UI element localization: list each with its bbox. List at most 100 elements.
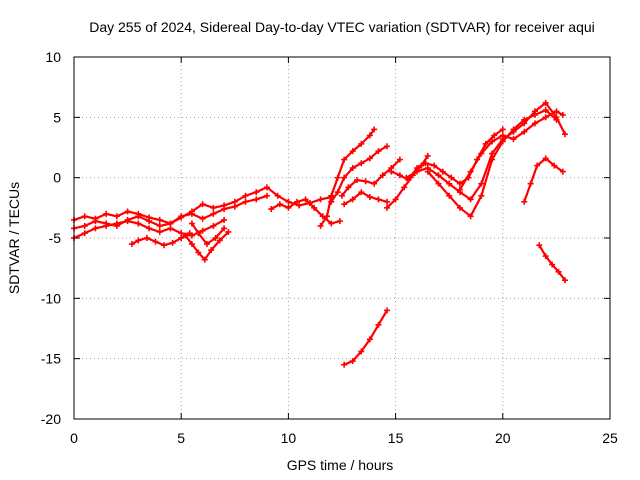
data-point xyxy=(143,235,150,241)
data-point xyxy=(263,192,270,199)
data-point xyxy=(336,218,343,225)
data-point xyxy=(414,168,421,175)
series-arc-9 xyxy=(328,143,391,205)
series-line xyxy=(330,145,389,203)
data-point xyxy=(210,204,217,211)
data-point xyxy=(371,180,378,187)
data-point xyxy=(358,348,365,355)
x-axis-label: GPS time / hours xyxy=(287,457,394,473)
data-point xyxy=(478,180,485,187)
data-point xyxy=(439,168,446,175)
y-tick-label: 0 xyxy=(53,170,61,186)
data-point xyxy=(195,230,202,237)
data-point xyxy=(403,174,410,181)
y-axis-label: SDTVAR / TECUs xyxy=(6,182,22,294)
series-arc-8 xyxy=(317,126,378,229)
data-point xyxy=(384,204,391,211)
data-point xyxy=(435,180,442,187)
series-line xyxy=(458,110,564,191)
data-point xyxy=(542,114,549,121)
data-point xyxy=(358,160,365,167)
data-point xyxy=(534,162,541,169)
data-point xyxy=(317,222,324,229)
data-point xyxy=(276,201,283,208)
data-point xyxy=(341,156,348,163)
data-point xyxy=(203,241,210,248)
data-point xyxy=(182,232,189,239)
plot-data xyxy=(71,99,568,368)
data-point xyxy=(167,225,174,232)
data-point xyxy=(311,204,318,211)
data-point xyxy=(349,196,356,203)
x-tick-label: 20 xyxy=(495,430,511,446)
data-point xyxy=(499,132,506,139)
data-point xyxy=(384,198,391,205)
data-point xyxy=(555,268,562,275)
data-point xyxy=(345,184,352,191)
data-point xyxy=(482,140,489,147)
data-point xyxy=(81,230,88,237)
data-point xyxy=(396,172,403,179)
series-arc-16 xyxy=(424,107,560,220)
data-point xyxy=(527,180,534,187)
y-tick-label: -5 xyxy=(49,230,62,246)
series-line xyxy=(405,101,567,201)
data-point xyxy=(221,206,228,213)
series-line xyxy=(340,158,401,197)
series-arc-17 xyxy=(456,108,566,193)
x-tick-label: 0 xyxy=(70,430,78,446)
data-point xyxy=(242,192,249,199)
data-point xyxy=(285,204,292,211)
data-point xyxy=(334,174,341,181)
data-point xyxy=(553,116,560,123)
series-line xyxy=(390,128,504,185)
data-point xyxy=(124,208,131,215)
data-point xyxy=(253,189,260,196)
plot-frame xyxy=(73,56,611,420)
data-point xyxy=(358,189,365,196)
data-point xyxy=(113,213,120,220)
data-point xyxy=(221,216,228,223)
data-point xyxy=(341,201,348,208)
data-point xyxy=(210,222,217,229)
data-point xyxy=(178,235,185,241)
series-arc-10 xyxy=(339,156,403,199)
data-point xyxy=(531,111,538,118)
data-point xyxy=(210,210,217,217)
data-point xyxy=(366,155,373,162)
y-tick-label: -20 xyxy=(41,411,61,427)
data-point xyxy=(446,192,453,199)
x-tick-labels: 0 5 10 15 20 25 xyxy=(70,430,618,446)
data-point xyxy=(231,203,238,210)
data-point xyxy=(456,204,463,211)
data-point xyxy=(156,222,163,229)
data-point xyxy=(201,256,208,263)
data-point xyxy=(341,174,348,181)
y-tick-label: 5 xyxy=(53,109,61,125)
y-tick-label: 10 xyxy=(45,49,61,65)
data-point xyxy=(521,198,528,205)
data-point xyxy=(263,184,270,191)
data-point xyxy=(341,361,348,368)
data-point xyxy=(431,162,438,169)
data-point xyxy=(268,206,275,213)
data-point xyxy=(188,241,195,248)
data-point xyxy=(349,148,356,155)
data-point xyxy=(542,253,549,260)
data-point xyxy=(379,172,386,179)
data-point xyxy=(199,215,206,222)
data-point xyxy=(274,192,281,199)
series-arc-19 xyxy=(536,242,568,284)
series-arc-13 xyxy=(384,152,431,211)
data-point xyxy=(362,178,369,185)
data-point xyxy=(392,196,399,203)
data-point xyxy=(169,239,176,246)
data-point xyxy=(328,198,335,205)
data-point xyxy=(456,186,463,193)
data-point xyxy=(349,165,356,172)
data-point xyxy=(489,150,496,157)
series-arc-4 xyxy=(128,230,193,249)
chart-title: Day 255 of 2024, Sidereal Day-to-day VTE… xyxy=(89,19,595,35)
data-point xyxy=(424,168,431,175)
